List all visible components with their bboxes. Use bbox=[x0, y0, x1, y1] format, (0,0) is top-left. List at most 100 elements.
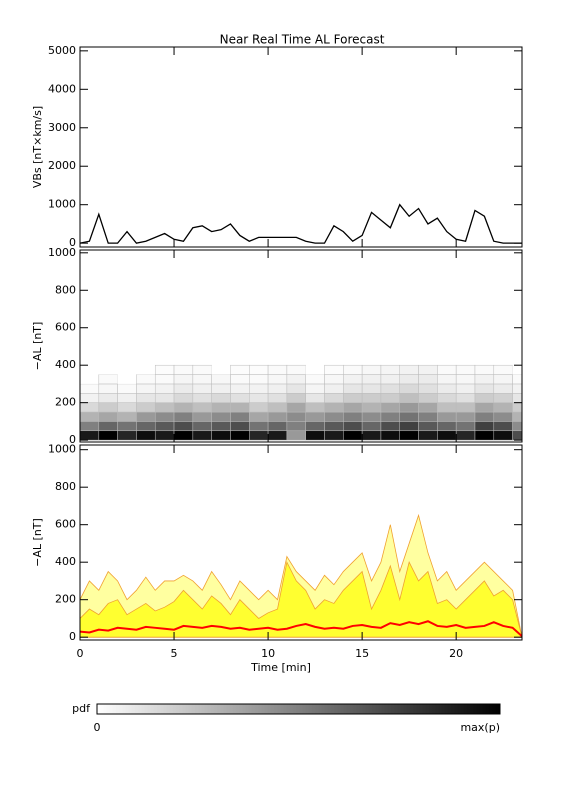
heat-cell bbox=[512, 393, 522, 403]
heat-cell bbox=[80, 383, 100, 394]
heat-cell bbox=[267, 402, 288, 413]
heat-cell bbox=[249, 430, 269, 441]
heat-cell bbox=[136, 402, 156, 413]
heat-cell bbox=[286, 430, 306, 441]
heat-cell bbox=[455, 383, 476, 394]
heat-cell bbox=[211, 365, 231, 375]
heat-cell bbox=[343, 374, 363, 385]
heat-cell bbox=[136, 430, 156, 441]
x-tick-label: 20 bbox=[449, 647, 463, 660]
heat-cell bbox=[230, 430, 250, 441]
heat-cell bbox=[418, 364, 438, 375]
x-tick-label: 0 bbox=[77, 647, 84, 660]
heat-cell bbox=[418, 402, 438, 413]
heat-cell bbox=[98, 374, 118, 385]
heat-cell bbox=[399, 383, 419, 394]
heat-cell bbox=[437, 430, 457, 441]
heat-cell bbox=[418, 374, 438, 385]
plot-area bbox=[80, 364, 522, 441]
heat-cell bbox=[154, 364, 175, 375]
heat-cell bbox=[361, 421, 382, 432]
heat-cell bbox=[154, 374, 175, 385]
heat-cell bbox=[192, 374, 212, 385]
heat-cell bbox=[512, 411, 522, 422]
heat-cell bbox=[455, 411, 476, 422]
heat-cell bbox=[324, 364, 344, 375]
heat-cell bbox=[286, 374, 306, 385]
heat-cell bbox=[493, 430, 513, 441]
heat-cell bbox=[192, 364, 212, 375]
heat-cell bbox=[493, 364, 513, 375]
heat-cell bbox=[136, 383, 156, 394]
heat-cell bbox=[173, 374, 194, 385]
heat-cell bbox=[343, 383, 363, 394]
line bbox=[80, 620, 522, 637]
heat-cell bbox=[249, 383, 269, 394]
heat-cell bbox=[249, 402, 269, 413]
heat-cell bbox=[117, 411, 137, 422]
y-tick-label: 0 bbox=[69, 630, 76, 643]
heat-cell bbox=[437, 383, 457, 394]
heat-cell bbox=[512, 365, 522, 375]
heat-cell bbox=[361, 383, 382, 394]
heat-cell bbox=[173, 402, 194, 413]
heat-cell bbox=[361, 374, 382, 385]
heat-cell bbox=[305, 383, 325, 394]
heat-cell bbox=[418, 430, 438, 441]
heat-cell bbox=[437, 421, 457, 432]
y-axis-label: VBs [nT×km/s] bbox=[31, 106, 44, 188]
heat-cell bbox=[455, 421, 476, 432]
heat-cell bbox=[324, 374, 344, 385]
area bbox=[80, 560, 522, 638]
heat-cell bbox=[493, 383, 513, 394]
chart-title: Near Real Time AL Forecast bbox=[220, 33, 385, 47]
heat-cell bbox=[230, 374, 250, 385]
heat-cell bbox=[136, 411, 156, 422]
heat-cell bbox=[98, 421, 118, 432]
heat-cell bbox=[173, 383, 194, 394]
y-tick-label: 600 bbox=[55, 518, 76, 531]
heat-cell bbox=[324, 430, 344, 441]
line bbox=[80, 203, 522, 244]
heat-cell bbox=[211, 421, 231, 432]
heat-cell bbox=[117, 365, 137, 375]
y-tick-label: 1000 bbox=[48, 246, 76, 259]
plot-area bbox=[80, 513, 522, 638]
heat-cell bbox=[437, 393, 457, 403]
colorbar-min: 0 bbox=[94, 721, 101, 734]
heat-cell bbox=[267, 421, 288, 432]
heat-cell bbox=[305, 374, 325, 385]
y-axis-label: −AL [nT] bbox=[31, 322, 44, 371]
heat-cell bbox=[173, 393, 194, 403]
heat-cell bbox=[286, 383, 306, 394]
heat-cell bbox=[192, 393, 212, 403]
heat-cell bbox=[455, 374, 476, 385]
heat-cell bbox=[437, 402, 457, 413]
heat-cell bbox=[117, 402, 137, 413]
heat-cell bbox=[98, 411, 118, 422]
plot-area bbox=[80, 203, 522, 244]
heat-cell bbox=[361, 430, 382, 441]
heat-cell bbox=[380, 374, 400, 385]
y-tick-label: 1000 bbox=[48, 198, 76, 211]
heat-cell bbox=[343, 411, 363, 422]
heat-cell bbox=[154, 393, 175, 403]
y-tick-label: 2000 bbox=[48, 159, 76, 172]
y-tick-label: 400 bbox=[55, 358, 76, 371]
heat-cell bbox=[324, 411, 344, 422]
x-tick-label: 5 bbox=[171, 647, 178, 660]
heat-cell bbox=[173, 364, 194, 375]
y-tick-label: 800 bbox=[55, 480, 76, 493]
heat-cell bbox=[343, 402, 363, 413]
heat-cell bbox=[474, 374, 495, 385]
heat-cell bbox=[249, 393, 269, 403]
heat-cell bbox=[286, 421, 306, 432]
heat-cell bbox=[380, 430, 400, 441]
heat-cell bbox=[136, 421, 156, 432]
colorbar-max: max(p) bbox=[460, 721, 500, 734]
heat-cell bbox=[399, 430, 419, 441]
heat-cell bbox=[305, 421, 325, 432]
heat-cell bbox=[267, 374, 288, 385]
heat-cell bbox=[267, 383, 288, 394]
